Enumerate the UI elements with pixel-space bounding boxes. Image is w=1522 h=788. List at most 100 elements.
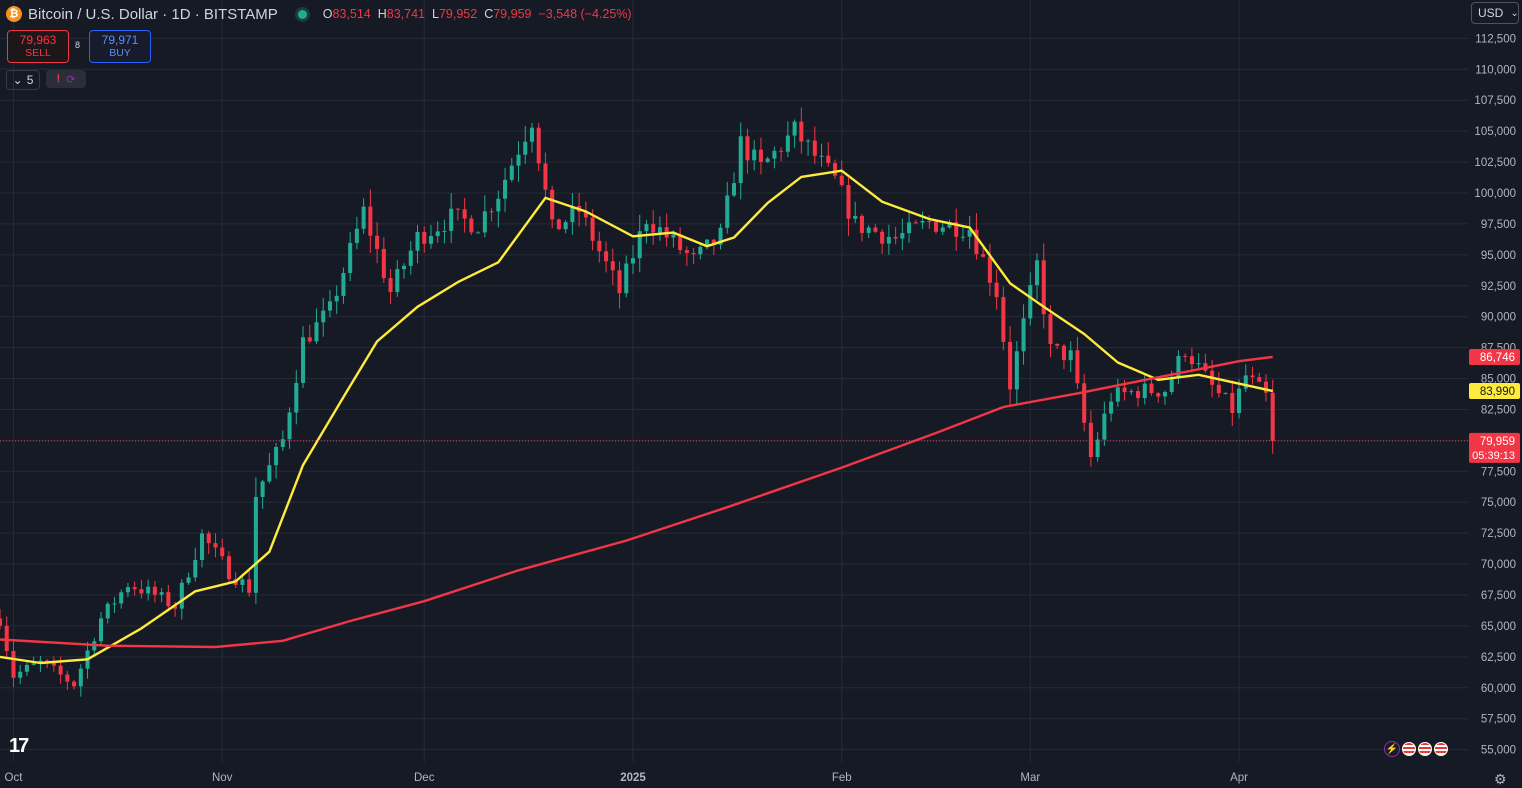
price-tag-bg bbox=[1469, 348, 1520, 365]
grid-lines bbox=[0, 0, 1468, 762]
candle-body bbox=[1088, 422, 1093, 458]
candle-body bbox=[758, 149, 763, 162]
y-tick-label: 72,500 bbox=[1481, 528, 1516, 540]
us-flag-icon[interactable] bbox=[1418, 742, 1432, 756]
candle-body bbox=[604, 251, 609, 262]
candle-body bbox=[1250, 375, 1255, 378]
us-flag-icon[interactable] bbox=[1434, 742, 1448, 756]
candle-body bbox=[981, 254, 986, 257]
candle-body bbox=[913, 222, 918, 224]
candle-body bbox=[247, 579, 252, 593]
price-tag-value: 83,990 bbox=[1480, 386, 1515, 398]
y-tick-label: 105,000 bbox=[1474, 126, 1516, 138]
candle-body bbox=[671, 234, 676, 238]
x-tick-label: Feb bbox=[832, 772, 852, 784]
candle-body bbox=[1048, 314, 1053, 344]
candle-body bbox=[1162, 391, 1167, 397]
candle-body bbox=[738, 136, 743, 184]
candle-body bbox=[927, 220, 932, 222]
sync-icon[interactable]: ⟳ bbox=[66, 73, 76, 86]
sell-label: SELL bbox=[25, 46, 51, 59]
price-tag-value: 79,959 bbox=[1480, 436, 1515, 448]
candle-body bbox=[334, 295, 339, 302]
x-tick-label: Nov bbox=[212, 772, 233, 784]
candle-body bbox=[907, 222, 912, 234]
candle-body bbox=[933, 221, 939, 232]
ohlc-values: O83,514 H83,741 L79,952 C79,959 −3,548 (… bbox=[323, 7, 632, 21]
candle-body bbox=[806, 140, 811, 142]
candle-body bbox=[327, 301, 332, 311]
candle-body bbox=[1021, 318, 1026, 352]
moving-averages bbox=[0, 169, 1273, 665]
price-axis[interactable]: 112,500 110,000 107,500 105,000 102,500 100,0… bbox=[1474, 33, 1516, 756]
candle-body bbox=[503, 179, 508, 199]
candle-body bbox=[1008, 341, 1013, 390]
candle-body bbox=[146, 586, 151, 594]
y-tick-label: 75,000 bbox=[1481, 497, 1516, 509]
lightning-icon[interactable]: ⚡ bbox=[1384, 741, 1400, 757]
candle-body bbox=[698, 246, 703, 255]
candle-body bbox=[18, 671, 23, 678]
candle-body bbox=[610, 261, 615, 271]
y-tick-label: 112,500 bbox=[1475, 33, 1516, 45]
market-status-icon[interactable] bbox=[297, 9, 307, 19]
gear-icon[interactable]: ⚙ bbox=[1494, 771, 1507, 787]
y-tick-label: 57,500 bbox=[1481, 714, 1516, 726]
candle-body bbox=[1243, 375, 1248, 389]
candle-body bbox=[354, 228, 359, 243]
candle-body bbox=[1061, 345, 1066, 361]
candle-body bbox=[651, 224, 656, 233]
candle-body bbox=[1035, 260, 1040, 286]
candle-body bbox=[1095, 439, 1100, 458]
candle-body bbox=[940, 227, 945, 232]
candle-body bbox=[24, 664, 29, 672]
candle-body bbox=[132, 587, 137, 590]
candle-body bbox=[583, 211, 588, 218]
indicator-count: 5 bbox=[26, 73, 34, 87]
candle-body bbox=[395, 269, 400, 293]
candle-body bbox=[859, 215, 864, 233]
candle-body bbox=[509, 165, 514, 180]
candle-body bbox=[960, 236, 965, 238]
candle-body bbox=[482, 211, 487, 233]
candle-body bbox=[280, 439, 285, 447]
sell-button[interactable]: 79,963 SELL bbox=[7, 30, 69, 63]
y-tick-label: 65,000 bbox=[1481, 621, 1516, 633]
buy-label: BUY bbox=[109, 46, 131, 59]
candle-body bbox=[1196, 363, 1201, 365]
warning-icon[interactable]: ! bbox=[56, 73, 61, 85]
symbol-title[interactable]: Bitcoin / U.S. Dollar · 1D · BITSTAMP bbox=[28, 5, 278, 23]
candle-body bbox=[967, 229, 972, 237]
currency-select[interactable]: USD ⌄ bbox=[1471, 2, 1519, 24]
us-flag-icon[interactable] bbox=[1402, 742, 1416, 756]
indicator-status[interactable]: ! ⟳ bbox=[46, 70, 86, 88]
tradingview-logo[interactable]: 17 bbox=[9, 735, 29, 757]
candle-body bbox=[496, 198, 501, 212]
candle-body bbox=[1136, 391, 1141, 399]
candle-body bbox=[832, 163, 838, 176]
x-tick-label: Dec bbox=[414, 772, 435, 784]
candle-body bbox=[31, 663, 36, 665]
candle-body bbox=[718, 227, 723, 245]
candle-body bbox=[341, 273, 346, 296]
candle-body bbox=[428, 236, 433, 244]
x-tick-label: Oct bbox=[5, 772, 24, 784]
indicators-toggle[interactable]: ⌄ 5 bbox=[6, 70, 40, 90]
time-axis[interactable]: Oct Nov Dec 2025 Feb Mar Apr bbox=[5, 772, 1249, 784]
buy-button[interactable]: 79,971 BUY bbox=[89, 30, 151, 63]
candle-body bbox=[725, 195, 730, 228]
economic-events[interactable]: ⚡ bbox=[1384, 741, 1448, 757]
candle-body bbox=[1122, 387, 1127, 393]
candle-body bbox=[4, 625, 9, 652]
candle-body bbox=[1257, 377, 1262, 382]
y-tick-label: 60,000 bbox=[1481, 683, 1516, 695]
candle-body bbox=[274, 446, 279, 466]
candle-body bbox=[826, 155, 831, 164]
candle-body bbox=[78, 668, 83, 687]
candle-body bbox=[287, 412, 292, 440]
candle-body bbox=[449, 208, 454, 231]
ohlc-open: O83,514 bbox=[322, 7, 371, 21]
candle-body bbox=[260, 481, 265, 497]
candle-body bbox=[220, 547, 225, 557]
